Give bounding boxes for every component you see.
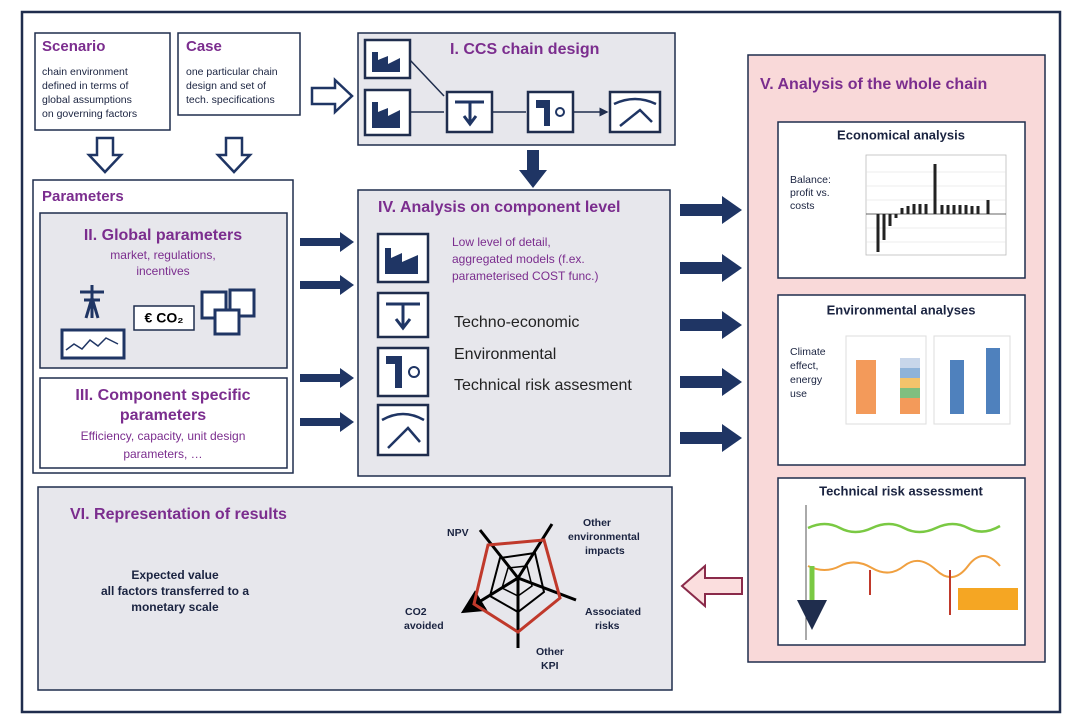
- component-text: Efficiency, capacity, unit design: [81, 429, 246, 443]
- scenario-text: global assumptions: [42, 94, 132, 106]
- component-title: parameters: [120, 407, 206, 424]
- results-box: [37, 486, 673, 691]
- analysis-detail: aggregated models (f.ex.: [452, 252, 585, 266]
- environmental-label: effect,: [790, 360, 818, 372]
- co2-label: € CO₂: [145, 310, 184, 326]
- environmental-label: Climate: [790, 346, 826, 358]
- radar-label: Associated: [585, 606, 641, 618]
- scenario-text: defined in terms of: [42, 80, 128, 92]
- analysis-item: Environmental: [454, 346, 556, 363]
- environmental-chart: [845, 335, 1011, 425]
- global-text: market, regulations,: [110, 248, 215, 262]
- case-text: one particular chain: [186, 66, 278, 78]
- risk-title: Technical risk assessment: [819, 483, 983, 498]
- radar-label: KPI: [541, 660, 559, 672]
- results-text: monetary scale: [131, 600, 219, 614]
- radar-label: Other: [583, 517, 611, 529]
- component-text: parameters, …: [123, 447, 202, 461]
- environmental-title: Environmental analyses: [827, 302, 976, 317]
- scenario-text: on governing factors: [42, 108, 137, 120]
- radar: [466, 523, 577, 648]
- arrow: [86, 136, 124, 174]
- environmental-label: energy: [790, 374, 823, 386]
- arrow: [310, 77, 354, 115]
- ccs-title: I. CCS chain design: [450, 41, 599, 58]
- global-title: II. Global parameters: [84, 227, 242, 244]
- analysis-item: Technical risk assesment: [454, 377, 632, 394]
- scenario-box: [34, 32, 171, 131]
- radar-label: risks: [595, 620, 620, 632]
- ccs-icons: [363, 38, 662, 137]
- global-icons: [60, 285, 256, 360]
- analysis-detail: Low level of detail,: [452, 235, 551, 249]
- parameters-title: Parameters: [42, 188, 124, 205]
- case-text: design and set of: [186, 80, 266, 92]
- analysis-title: IV. Analysis on component level: [378, 199, 620, 216]
- radar-label: environmental: [568, 531, 640, 543]
- arrows: [300, 196, 742, 608]
- risk-box: [777, 477, 1026, 646]
- economical-label: profit vs.: [790, 187, 830, 199]
- economical-label: costs: [790, 200, 815, 212]
- radar-label: CO2: [405, 606, 427, 618]
- analysis-detail: parameterised COST func.): [452, 269, 599, 283]
- economical-label: Balance:: [790, 174, 831, 186]
- component-box: [39, 377, 288, 469]
- economical-title: Economical analysis: [837, 127, 965, 142]
- risk-chart: [797, 505, 1018, 640]
- scenario-title: Scenario: [42, 38, 105, 55]
- radar-label: NPV: [447, 527, 469, 539]
- case-box: [177, 32, 301, 116]
- results-text: all factors transferred to a: [101, 584, 249, 598]
- whole-chain-title: V. Analysis of the whole chain: [760, 76, 987, 93]
- radar-label: impacts: [585, 545, 625, 557]
- arrow: [215, 136, 253, 174]
- environmental-label: use: [790, 388, 807, 400]
- arrow: [519, 150, 547, 188]
- case-title: Case: [186, 38, 222, 55]
- case-text: tech. specifications: [186, 94, 275, 106]
- results-text: Expected value: [131, 568, 219, 582]
- scenario-text: chain environment: [42, 66, 128, 78]
- results-title: VI. Representation of results: [70, 506, 287, 523]
- radar-label: avoided: [404, 620, 444, 632]
- radar-label: Other: [536, 646, 564, 658]
- global-text: incentives: [136, 264, 189, 278]
- analysis-icons: [376, 232, 430, 457]
- economical-chart: [865, 154, 1007, 256]
- component-title: III. Component specific: [75, 387, 250, 404]
- analysis-item: Techno-economic: [454, 314, 579, 331]
- arrow: [680, 563, 743, 609]
